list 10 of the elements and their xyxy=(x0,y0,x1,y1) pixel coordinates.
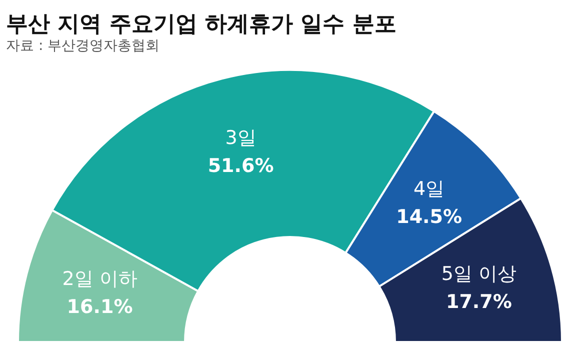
data-label: 14.5% xyxy=(396,206,462,228)
chart-title: 부산 지역 주요기업 하계휴가 일수 분포 xyxy=(6,12,396,37)
slice-label: 5일 이상 xyxy=(441,263,517,286)
data-label: 51.6% xyxy=(208,154,274,177)
slice-label: 4일 xyxy=(414,178,445,200)
data-label: 16.1% xyxy=(66,296,133,318)
slice-label: 3일 xyxy=(225,126,256,149)
slice-label: 2일 이하 xyxy=(62,268,138,290)
chart-subtitle: 자료 : 부산경영자총협회 xyxy=(6,38,160,54)
data-label: 17.7% xyxy=(446,291,512,314)
